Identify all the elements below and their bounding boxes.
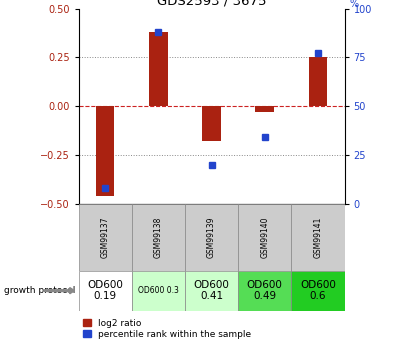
Bar — [256, 106, 274, 112]
Bar — [291, 204, 345, 271]
Legend: log2 ratio, percentile rank within the sample: log2 ratio, percentile rank within the s… — [83, 319, 251, 339]
Text: OD600
0.41: OD600 0.41 — [193, 280, 230, 301]
Bar — [238, 271, 291, 310]
Text: GSM99138: GSM99138 — [154, 217, 163, 258]
Text: OD600 0.3: OD600 0.3 — [138, 286, 179, 295]
Text: OD600
0.49: OD600 0.49 — [247, 280, 283, 301]
Text: GSM99141: GSM99141 — [314, 217, 322, 258]
Bar — [202, 106, 221, 141]
Text: growth protocol: growth protocol — [4, 286, 75, 295]
Bar — [149, 32, 168, 106]
Text: GSM99140: GSM99140 — [260, 216, 269, 258]
Text: GSM99137: GSM99137 — [101, 216, 110, 258]
Text: %: % — [350, 0, 359, 9]
Title: GDS2593 / 3675: GDS2593 / 3675 — [157, 0, 266, 8]
Bar — [96, 106, 114, 196]
Bar — [132, 271, 185, 310]
Bar — [132, 204, 185, 271]
Bar — [79, 271, 132, 310]
Text: OD600
0.19: OD600 0.19 — [87, 280, 123, 301]
Text: GSM99139: GSM99139 — [207, 216, 216, 258]
Bar — [309, 57, 327, 106]
Bar — [185, 271, 238, 310]
Bar — [185, 204, 238, 271]
Bar — [238, 204, 291, 271]
Bar — [79, 204, 132, 271]
Text: OD600
0.6: OD600 0.6 — [300, 280, 336, 301]
Bar — [291, 271, 345, 310]
